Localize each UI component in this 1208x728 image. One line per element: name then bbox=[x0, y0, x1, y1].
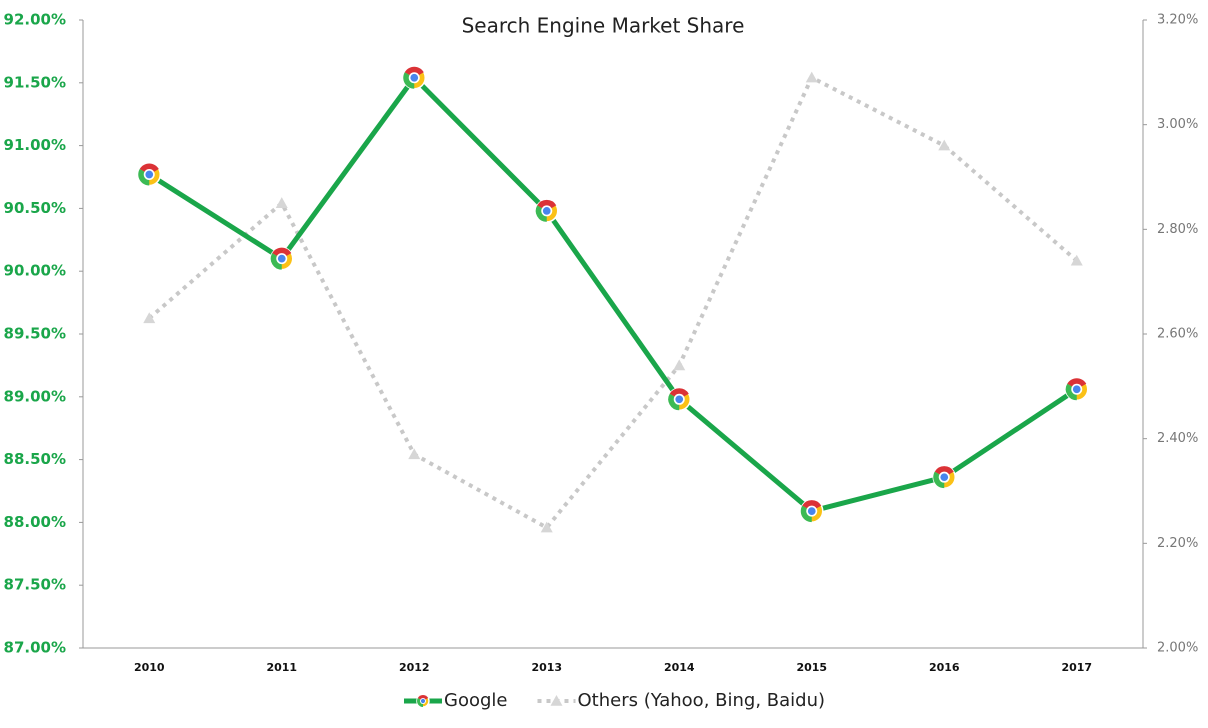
marker-icon bbox=[542, 207, 551, 215]
series-line bbox=[147, 75, 1079, 530]
chrome-marker bbox=[667, 387, 691, 412]
x-tick-label: 2010 bbox=[134, 661, 165, 674]
marker-icon bbox=[934, 466, 954, 478]
y2-tick-label: 3.00% bbox=[1157, 117, 1198, 132]
y-tick-label: 91.50% bbox=[4, 73, 66, 91]
marker-icon bbox=[420, 698, 426, 704]
y-tick-label: 90.00% bbox=[4, 262, 66, 280]
y-tick-label: 87.00% bbox=[4, 639, 66, 657]
point bbox=[805, 71, 818, 83]
chrome-marker bbox=[932, 465, 956, 489]
y-tick-label: 87.50% bbox=[4, 576, 66, 594]
point bbox=[938, 139, 951, 151]
y-tick-label: 89.00% bbox=[4, 387, 66, 405]
x-tick-label: 2015 bbox=[796, 661, 827, 674]
y2-tick-label: 3.20% bbox=[1157, 13, 1198, 28]
point bbox=[408, 448, 421, 460]
marker-icon bbox=[277, 254, 286, 263]
series-line bbox=[147, 75, 1079, 514]
chrome-marker bbox=[270, 246, 294, 271]
y-tick-label: 92.00% bbox=[4, 11, 66, 29]
legend-label: Others (Yahoo, Bing, Baidu) bbox=[577, 690, 825, 711]
x-tick-label: 2011 bbox=[266, 661, 297, 674]
point bbox=[275, 197, 288, 208]
point bbox=[143, 312, 156, 324]
x-tick-label: 2012 bbox=[399, 661, 430, 674]
y-tick-label: 90.50% bbox=[4, 199, 66, 217]
chrome-marker bbox=[416, 694, 430, 708]
marker-icon bbox=[807, 507, 816, 515]
chart-title: Search Engine Market Share bbox=[462, 14, 745, 38]
point bbox=[1070, 254, 1083, 266]
y2-tick-label: 2.20% bbox=[1157, 536, 1198, 551]
chrome-marker bbox=[800, 499, 824, 523]
x-tick-label: 2017 bbox=[1061, 661, 1092, 674]
point bbox=[673, 359, 686, 371]
legend: Google Others (Yahoo, Bing, Baidu) bbox=[404, 690, 825, 711]
chrome-marker bbox=[137, 162, 161, 187]
y-tick-label: 88.00% bbox=[4, 513, 66, 531]
legend-marker bbox=[550, 695, 563, 706]
y2-tick-label: 2.40% bbox=[1157, 431, 1198, 446]
point bbox=[540, 521, 553, 533]
chrome-marker bbox=[402, 66, 426, 90]
x-tick-label: 2016 bbox=[929, 661, 960, 674]
marker-icon bbox=[410, 73, 419, 82]
marker-icon bbox=[537, 199, 557, 211]
chrome-marker bbox=[1065, 377, 1089, 402]
y2-tick-label: 2.00% bbox=[1157, 641, 1198, 656]
marker-icon bbox=[145, 170, 154, 179]
y-tick-label: 91.00% bbox=[4, 136, 66, 154]
chrome-marker bbox=[535, 199, 559, 223]
legend-label: Google bbox=[444, 690, 507, 711]
x-tick-label: 2014 bbox=[664, 661, 695, 674]
marker-icon bbox=[940, 473, 949, 482]
y2-tick-label: 2.60% bbox=[1157, 327, 1198, 342]
y2-tick-label: 2.80% bbox=[1157, 222, 1198, 237]
y-tick-label: 89.50% bbox=[4, 325, 66, 343]
marker-icon bbox=[675, 395, 684, 404]
marker-icon bbox=[1072, 385, 1081, 394]
x-tick-label: 2013 bbox=[531, 661, 562, 674]
y-tick-label: 88.50% bbox=[4, 450, 66, 468]
